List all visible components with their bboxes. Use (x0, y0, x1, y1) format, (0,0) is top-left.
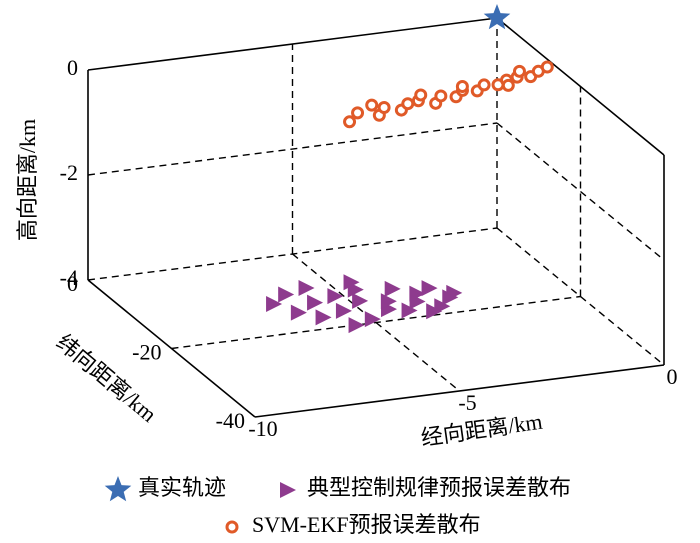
legend-label: 真实轨迹 (138, 475, 226, 500)
z-axis-label: 高向距离/km (15, 119, 40, 241)
grid-line (171, 295, 581, 350)
point (307, 294, 324, 311)
point (401, 97, 415, 111)
point (327, 288, 344, 305)
point (455, 79, 469, 93)
point (380, 293, 397, 310)
x-tick-label: -10 (248, 416, 277, 441)
point (483, 4, 511, 30)
legend-marker (225, 520, 239, 534)
point (348, 317, 365, 334)
grid-line (496, 122, 665, 261)
point (434, 89, 448, 103)
box-edge (87, 279, 256, 418)
box-edge (87, 17, 498, 71)
point (266, 295, 283, 312)
point (335, 302, 352, 319)
point (421, 280, 438, 297)
point (409, 285, 426, 302)
point (414, 88, 428, 102)
x-tick-label: 0 (667, 364, 678, 389)
z-tick-label: 0 (67, 55, 78, 80)
point (540, 60, 554, 74)
legend-label: 典型控制规律预报误差散布 (307, 475, 571, 500)
point (351, 106, 365, 120)
point (343, 115, 357, 129)
point (298, 279, 315, 296)
y-tick-label: -20 (132, 340, 161, 365)
z-tick-label: -4 (60, 265, 78, 290)
point (446, 284, 463, 301)
y-tick-label: -40 (216, 408, 245, 433)
z-tick-label: -2 (60, 160, 78, 185)
point (477, 78, 491, 92)
point (384, 280, 401, 297)
box-edge (254, 364, 665, 418)
point (377, 101, 391, 115)
legend-label: SVM-EKF预报误差散布 (252, 512, 481, 537)
point (315, 309, 332, 326)
point (364, 311, 381, 328)
point (290, 304, 307, 321)
y-tick-label: 0 (67, 271, 78, 296)
point (426, 303, 443, 320)
grid-line (87, 122, 498, 176)
point (501, 78, 515, 92)
x-axis-label: 经向距离/km (419, 409, 544, 451)
legend-marker (104, 476, 132, 502)
point (512, 64, 526, 78)
x-tick-label: -5 (458, 390, 476, 415)
legend-marker (280, 482, 296, 498)
box-edge (496, 17, 665, 156)
point (365, 98, 379, 112)
point (401, 302, 418, 319)
point (278, 286, 295, 303)
point (352, 292, 369, 309)
point (343, 274, 360, 291)
